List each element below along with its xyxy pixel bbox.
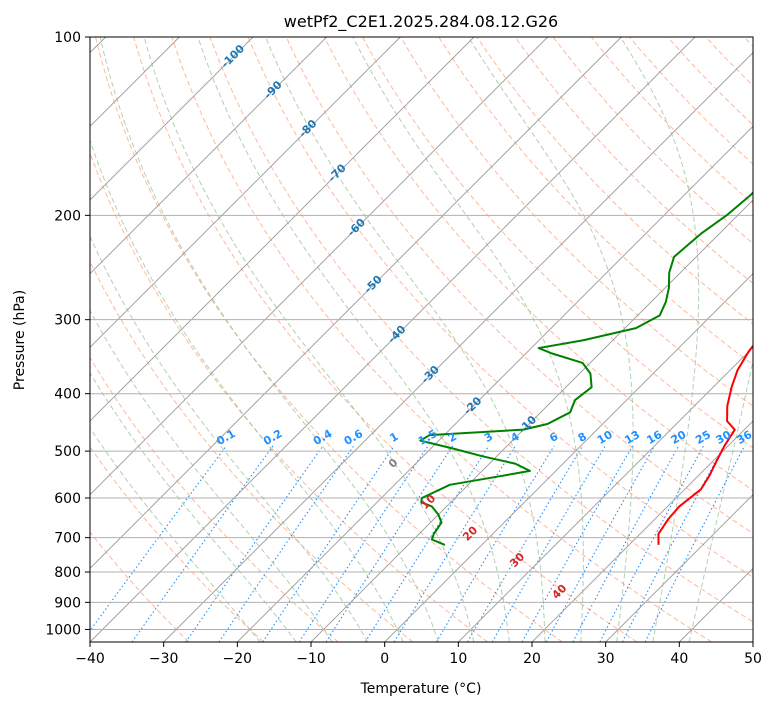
mixing-ratio-line — [218, 445, 355, 642]
moist-adiabat-line — [90, 138, 404, 642]
plot-frame — [89, 36, 754, 643]
dry-adiabat-line — [400, 37, 753, 407]
mixing-ratio-line — [621, 445, 725, 642]
x-tick-label: −30 — [149, 651, 179, 667]
x-tick-label: −20 — [223, 651, 253, 667]
y-tick-label: 100 — [54, 30, 81, 46]
x-axis: −40 −30 −20 −10 0 10 20 30 40 50 — [75, 642, 762, 667]
dry-adiabat-line — [247, 37, 753, 578]
y-tick-label: 200 — [54, 208, 81, 224]
isotherm-line — [531, 420, 753, 642]
dewpoint-profile-line — [419, 191, 753, 546]
moist-adiabat-line — [197, 37, 510, 642]
chart-title: wetPf2_C2E1.2025.284.08.12.G26 — [284, 12, 558, 32]
y-tick-label: 1000 — [45, 622, 81, 638]
temperature-profile-line — [657, 344, 753, 545]
dry-adiabat-line — [285, 37, 753, 534]
dry-adiabat-line — [90, 356, 339, 642]
dry-adiabat-line — [323, 37, 753, 491]
y-tick-label: 400 — [54, 387, 81, 403]
mixing-ratio-line — [364, 445, 490, 642]
isotherm-line — [90, 37, 548, 496]
x-tick-label: 30 — [597, 651, 615, 667]
y-axis-label: Pressure (hPa) — [12, 290, 28, 390]
isotherm-line — [90, 37, 327, 275]
y-tick-label: 800 — [54, 565, 81, 581]
isotherm-line — [384, 273, 753, 642]
y-axis: 1000 900 800 700 600 500 400 300 200 100 — [45, 30, 90, 638]
mixing-ratio-line — [467, 445, 584, 642]
mixing-ratio-line — [393, 445, 516, 642]
x-tick-label: 0 — [380, 651, 389, 667]
dry-adiabat-line — [514, 37, 753, 285]
isotherm-line — [90, 37, 622, 569]
isotherm-line — [310, 199, 753, 642]
isotherm-line — [90, 37, 475, 422]
y-tick-label: 900 — [54, 595, 81, 611]
series-layer — [419, 191, 753, 546]
mixing-ratio-line — [435, 445, 555, 642]
isotherm-line — [458, 346, 753, 642]
dry-adiabat-line — [95, 37, 563, 642]
mixing-ratio-line — [325, 445, 454, 642]
isotherm-line — [90, 37, 254, 201]
isotherm-line — [605, 494, 753, 642]
dry-adiabat-line — [438, 37, 753, 366]
moist-adiabat-line — [90, 427, 261, 642]
y-tick-label: 300 — [54, 313, 81, 329]
moist-adiabat-line — [143, 37, 475, 642]
mixing-ratio-line — [298, 445, 429, 642]
x-tick-label: 20 — [523, 651, 541, 667]
mixing-ratio-line — [131, 445, 274, 642]
dry-adiabat-line — [133, 37, 638, 642]
isotherm-line — [237, 125, 753, 642]
x-tick-label: −10 — [296, 651, 326, 667]
dry-adiabat-line — [171, 37, 713, 642]
y-tick-label: 600 — [54, 491, 81, 507]
x-tick-label: 10 — [449, 651, 467, 667]
isotherm-line — [163, 52, 753, 642]
isotherm-line — [90, 37, 696, 642]
x-tick-label: 40 — [670, 651, 688, 667]
dry-adiabat-line — [90, 151, 488, 642]
y-tick-label: 700 — [54, 531, 81, 547]
mixing-ratio-line — [262, 445, 395, 642]
moist-adiabat-line — [90, 235, 369, 642]
mixing-ratio-line — [521, 445, 633, 642]
mixing-ratio-line — [644, 445, 746, 642]
moist-adiabat-line — [90, 372, 297, 642]
mixing-ratio-line — [545, 445, 656, 642]
isotherm-line — [90, 37, 401, 348]
moist-adiabat-line — [619, 37, 700, 642]
grid-layer — [90, 37, 753, 642]
x-axis-label: Temperature (°C) — [360, 681, 482, 697]
x-tick-label: 50 — [744, 651, 762, 667]
moist-adiabat-line — [688, 358, 753, 642]
moist-adiabat-line — [265, 37, 546, 642]
dry-adiabat-line — [362, 37, 753, 449]
dry-adiabat-line — [90, 531, 190, 642]
moist-adiabat-line — [352, 37, 584, 642]
x-tick-label: −40 — [75, 651, 105, 667]
y-tick-label: 500 — [54, 444, 81, 460]
dry-adiabat-line — [209, 37, 753, 623]
dry-adiabat-line — [90, 445, 264, 642]
moist-adiabat-line — [99, 37, 439, 642]
moist-adiabat-line — [90, 309, 333, 642]
mixing-ratio-line — [185, 445, 324, 642]
